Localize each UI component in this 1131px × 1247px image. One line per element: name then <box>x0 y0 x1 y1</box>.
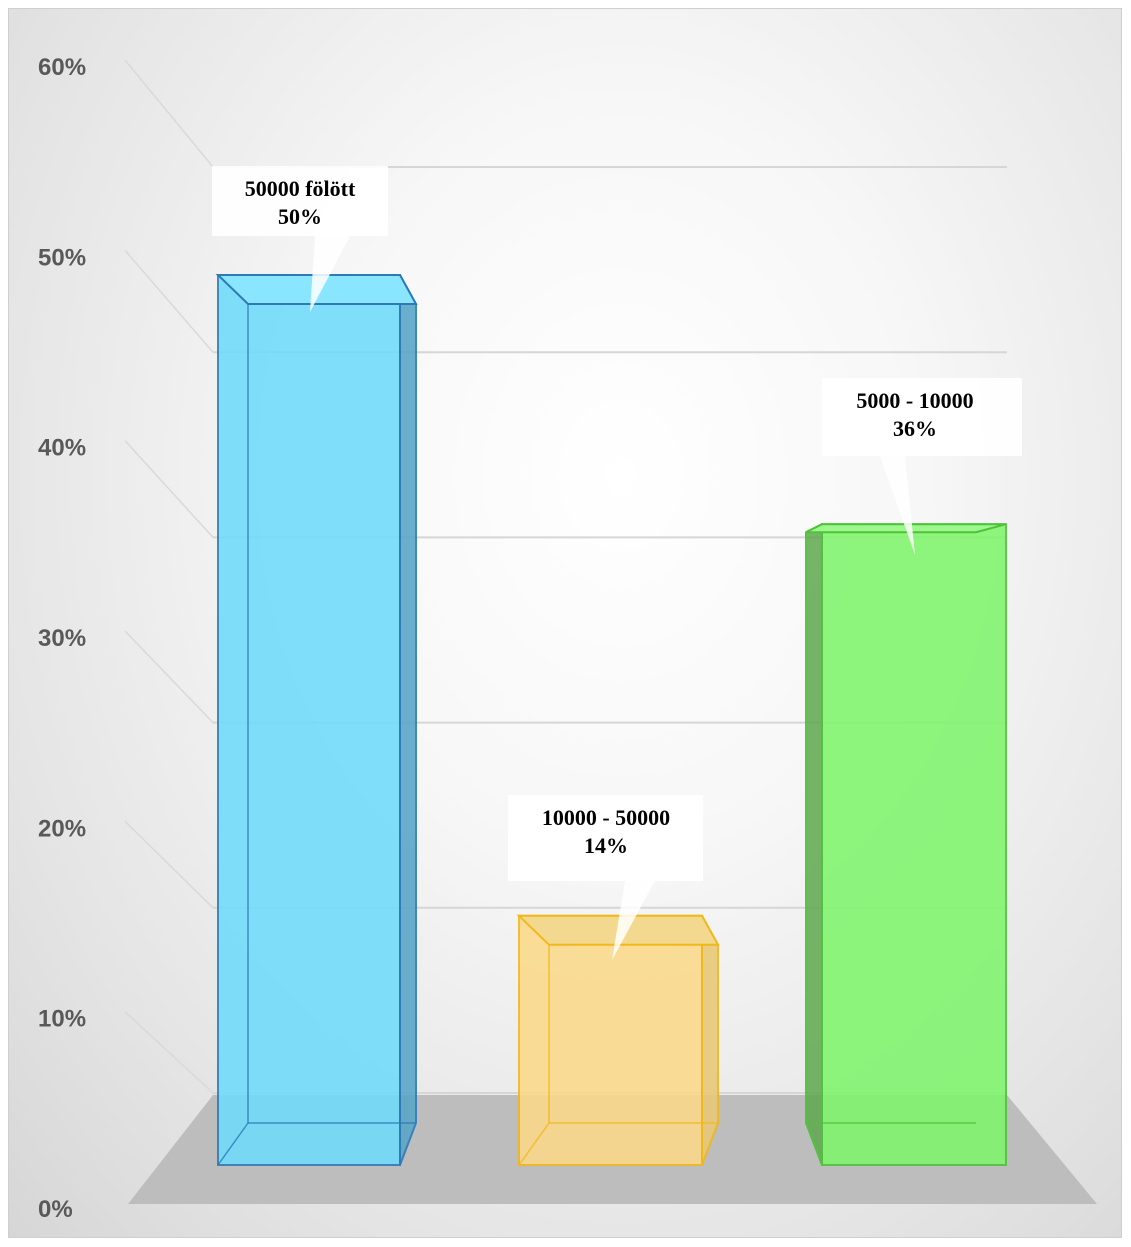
bar <box>805 522 1007 1166</box>
gridline <box>124 820 214 909</box>
bar-side-face <box>701 915 719 1166</box>
y-tick-label: 0% <box>38 1196 73 1223</box>
bars <box>215 274 1007 1166</box>
data-label-category: 5000 - 10000 <box>856 388 973 413</box>
data-label-box <box>212 166 388 236</box>
data-labels: 50000 fölött 50% 10000 - 50000 14% 5000 - 10… <box>212 166 1022 960</box>
data-label-category: 10000 - 50000 <box>542 805 670 830</box>
bar-edge <box>518 1122 550 1166</box>
y-tick-label: 50% <box>38 244 86 271</box>
bar-side-face <box>805 522 823 1166</box>
data-label-box <box>508 795 703 881</box>
data-label-pointer <box>880 456 915 555</box>
bar-side-face <box>399 274 417 1166</box>
data-label-pointer <box>310 236 350 312</box>
data-label-category: 50000 fölött <box>245 176 356 201</box>
data-label: 5000 - 10000 36% <box>822 378 1022 555</box>
data-label-value: 14% <box>584 833 628 858</box>
bar <box>516 914 720 1166</box>
data-label-value: 36% <box>893 416 937 441</box>
y-tick-label: 60% <box>38 54 86 81</box>
data-label: 50000 fölött 50% <box>212 166 388 312</box>
gridline <box>124 440 214 538</box>
data-label-box <box>822 378 1022 456</box>
bar <box>215 274 418 1166</box>
bar-edge <box>805 1122 823 1166</box>
y-tick-label: 20% <box>38 815 86 842</box>
y-tick-label: 40% <box>38 435 86 462</box>
gridline <box>124 1011 214 1094</box>
gridline <box>124 630 214 724</box>
bar-front-face <box>217 274 401 1166</box>
gridline <box>124 59 214 168</box>
data-label-pointer <box>612 881 655 960</box>
y-tick-label: 30% <box>38 625 86 652</box>
gridline <box>124 249 214 353</box>
data-label: 10000 - 50000 14% <box>508 795 703 960</box>
y-tick-label: 10% <box>38 1006 86 1033</box>
bar-edge <box>217 1122 249 1166</box>
data-label-value: 50% <box>278 204 322 229</box>
bar-front-face <box>821 523 1007 1166</box>
